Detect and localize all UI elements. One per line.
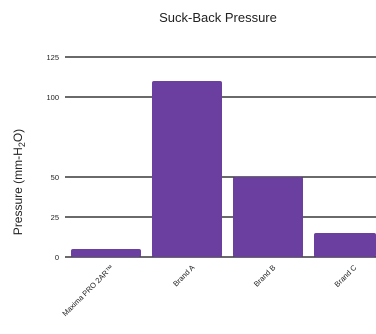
y-tick-labels: 0 25 50 100 125 — [46, 53, 59, 262]
bar-brand-a — [152, 81, 222, 257]
x-tick-label: Brand A — [171, 263, 196, 288]
bar-maxima-pro-2ar — [71, 249, 141, 257]
x-tick-label: Brand C — [333, 263, 359, 289]
x-tick-label: Maxima PRO 2AR™ — [60, 263, 115, 318]
bars — [71, 81, 376, 257]
y-axis-label: Pressure (mm-H2O) — [11, 129, 27, 235]
chart-title: Suck-Back Pressure — [159, 10, 277, 25]
y-axis-label-subscript: 2 — [17, 142, 27, 147]
y-tick-label: 25 — [51, 213, 59, 222]
bar-brand-c — [314, 233, 376, 257]
y-tick-label: 125 — [46, 53, 59, 62]
y-tick-label: 50 — [51, 173, 59, 182]
y-tick-label: 100 — [46, 93, 59, 102]
bar-brand-b — [233, 177, 303, 257]
y-tick-label: 0 — [55, 253, 59, 262]
x-tick-labels: Maxima PRO 2AR™ Brand A Brand B Brand C — [60, 263, 358, 318]
x-tick-label: Brand B — [252, 263, 278, 289]
y-axis-label-end: O) — [11, 129, 25, 142]
y-axis-label-main: Pressure (mm-H — [11, 147, 25, 235]
